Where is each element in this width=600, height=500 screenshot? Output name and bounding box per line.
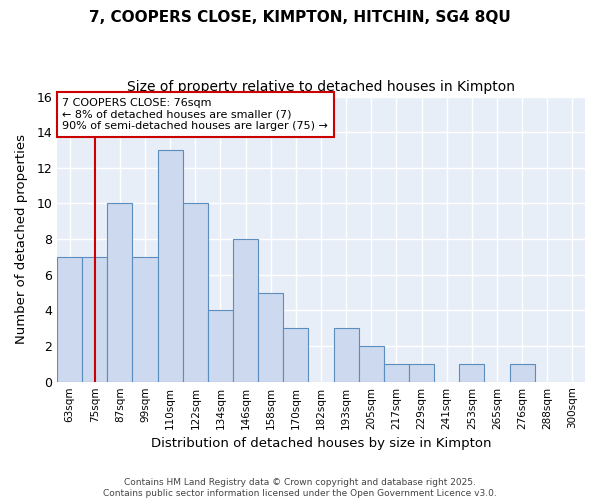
Text: Contains HM Land Registry data © Crown copyright and database right 2025.
Contai: Contains HM Land Registry data © Crown c… <box>103 478 497 498</box>
Text: 7 COOPERS CLOSE: 76sqm
← 8% of detached houses are smaller (7)
90% of semi-detac: 7 COOPERS CLOSE: 76sqm ← 8% of detached … <box>62 98 328 131</box>
Bar <box>258 292 283 382</box>
Bar <box>409 364 434 382</box>
Bar <box>359 346 384 382</box>
X-axis label: Distribution of detached houses by size in Kimpton: Distribution of detached houses by size … <box>151 437 491 450</box>
Text: 7, COOPERS CLOSE, KIMPTON, HITCHIN, SG4 8QU: 7, COOPERS CLOSE, KIMPTON, HITCHIN, SG4 … <box>89 10 511 25</box>
Bar <box>82 257 107 382</box>
Bar <box>233 239 258 382</box>
Bar <box>57 257 82 382</box>
Bar <box>208 310 233 382</box>
Bar <box>158 150 183 382</box>
Bar <box>460 364 484 382</box>
Bar <box>334 328 359 382</box>
Bar <box>509 364 535 382</box>
Bar <box>384 364 409 382</box>
Bar <box>283 328 308 382</box>
Bar <box>107 204 133 382</box>
Title: Size of property relative to detached houses in Kimpton: Size of property relative to detached ho… <box>127 80 515 94</box>
Bar <box>133 257 158 382</box>
Bar <box>183 204 208 382</box>
Y-axis label: Number of detached properties: Number of detached properties <box>15 134 28 344</box>
